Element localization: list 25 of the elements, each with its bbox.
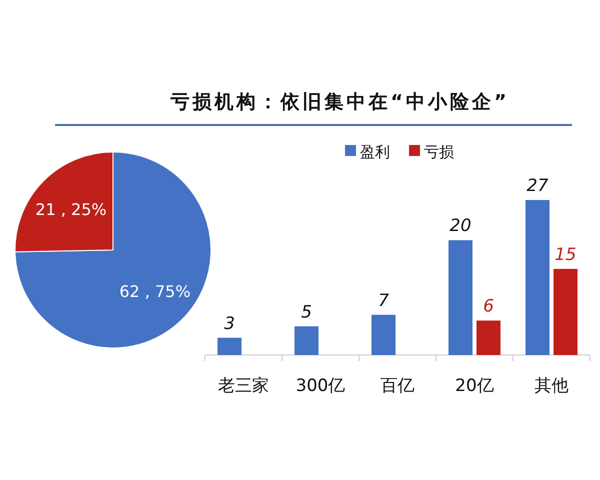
legend-label: 盈利 [360, 143, 390, 161]
data-label: 21 , 25% [35, 200, 107, 219]
data-label: 20 [450, 216, 472, 236]
bar [448, 240, 472, 355]
data-label: 62 , 75% [119, 282, 191, 302]
data-label: 27 [526, 176, 548, 196]
x-tick-label: 老三家 [218, 376, 269, 396]
data-label: 15 [554, 244, 576, 265]
bar [476, 320, 500, 355]
x-tick-label: 20亿 [455, 376, 494, 396]
bar [554, 268, 578, 355]
x-tick-label: 其他 [534, 376, 568, 396]
bar [526, 200, 550, 355]
pie-slice [14, 152, 212, 348]
data-label: 6 [483, 296, 494, 317]
legend-label: 亏损 [424, 143, 454, 161]
x-tick-label: 300亿 [296, 376, 346, 396]
x-tick-label: 百亿 [380, 376, 414, 396]
text: 亏损机构：依旧集中在“中小险企” [170, 91, 510, 113]
bar [372, 314, 396, 355]
data-label: 3 [224, 314, 235, 334]
bar [218, 338, 242, 355]
bar [294, 326, 318, 355]
data-label: 5 [301, 302, 312, 322]
data-label: 7 [378, 290, 390, 311]
